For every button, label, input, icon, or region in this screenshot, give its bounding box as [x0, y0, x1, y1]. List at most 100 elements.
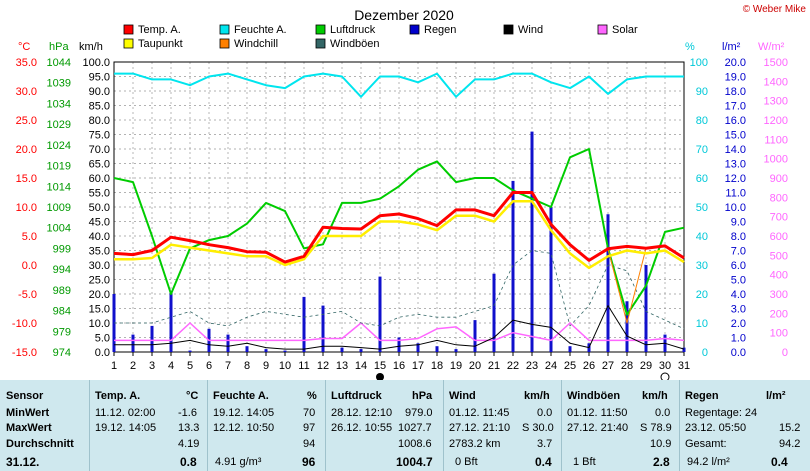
- rain-bar: [454, 349, 458, 352]
- wind-tick-label: 30.0: [89, 260, 110, 272]
- legend-label: Taupunkt: [138, 38, 183, 50]
- wind-tick-label: 0.0: [95, 347, 110, 359]
- legend-label: Solar: [612, 24, 638, 36]
- avg-boen-value: 10.9: [650, 438, 672, 450]
- summary-table: Sensor Temp. A. °C Feuchte A. % Luftdruc…: [0, 380, 810, 471]
- humidity-tick-label: 90: [696, 86, 708, 98]
- sensor-header: Sensor: [6, 390, 44, 402]
- wind-header: Wind: [449, 390, 476, 402]
- legend-swatch: [219, 24, 230, 35]
- x-tick-label: 24: [545, 360, 557, 372]
- x-tick-label: 12: [317, 360, 329, 372]
- solar-axis-unit: W/m²: [758, 41, 785, 53]
- humidity-tick-label: 100: [690, 57, 708, 69]
- x-tick-label: 18: [431, 360, 443, 372]
- rain-tick-label: 10.0: [725, 202, 746, 214]
- min-druck-value: 979.0: [405, 407, 433, 419]
- row-label-avg: Durchschnitt: [6, 438, 74, 450]
- wind-tick-label: 5.0: [95, 333, 110, 345]
- x-tick-label: 30: [659, 360, 671, 372]
- solar-tick-label: 700: [770, 212, 788, 224]
- pressure-axis-unit: hPa: [49, 41, 69, 53]
- wind-tick-label: 15.0: [89, 304, 110, 316]
- humidity-tick-label: 80: [696, 115, 708, 127]
- boen-header: Windböen: [567, 390, 621, 402]
- pressure-tick-label: 1019: [47, 161, 71, 173]
- wind-tick-label: 80.0: [89, 115, 110, 127]
- wind-tick-label: 55.0: [89, 188, 110, 200]
- solar-line: [114, 322, 685, 342]
- solar-tick-label: 0: [782, 347, 788, 359]
- pressure-tick-label: 1004: [47, 223, 71, 235]
- x-tick-label: 4: [168, 360, 174, 372]
- max-feuchte-value: 97: [303, 422, 316, 434]
- solar-tick-label: 900: [770, 173, 788, 185]
- temp-unit: °C: [186, 390, 199, 402]
- last-boen-bft: 1 Bft: [573, 456, 596, 468]
- temp-tick-label: 35.0: [16, 57, 37, 69]
- temp-header: Temp. A.: [95, 390, 141, 402]
- solar-tick-label: 200: [770, 308, 788, 320]
- rain-bar: [492, 273, 496, 352]
- last-feuchte-value: 96: [302, 455, 316, 469]
- rain-tick-label: 5.0: [731, 275, 746, 287]
- max-boen-value: S 78.9: [640, 422, 672, 434]
- wind-tick-label: 10.0: [89, 318, 110, 330]
- humidity-tick-label: 60: [696, 173, 708, 185]
- druck-unit: hPa: [412, 390, 433, 402]
- wind-tick-label: 100.0: [82, 57, 110, 69]
- x-tick-label: 6: [206, 360, 212, 372]
- x-tick-label: 27: [602, 360, 614, 372]
- x-tick-label: 5: [187, 360, 193, 372]
- rain-tick-label: 8.0: [731, 231, 746, 243]
- temp-tick-label: 5.0: [22, 231, 37, 243]
- legend-label: Windböen: [330, 38, 380, 50]
- solar-tick-label: 1500: [764, 57, 788, 69]
- rain-tick-label: 13.0: [725, 159, 746, 171]
- humidity-tick-label: 30: [696, 260, 708, 272]
- rain-bar: [150, 325, 154, 352]
- avg-feuchte-value: 94: [303, 438, 316, 450]
- pressure-tick-label: 1029: [47, 119, 71, 131]
- min-feuchte-value: 70: [303, 407, 316, 419]
- x-tick-label: 28: [621, 360, 633, 372]
- rain-bar: [302, 296, 306, 352]
- rain-tick-label: 12.0: [725, 173, 746, 185]
- temp-tick-label: 25.0: [16, 115, 37, 127]
- legend-label: Wind: [518, 24, 543, 36]
- legend-label: Windchill: [234, 38, 278, 50]
- max-wind-value: S 30.0: [522, 422, 554, 434]
- rain-tick-label: 2.0: [731, 318, 746, 330]
- x-tick-label: 22: [507, 360, 519, 372]
- solar-tick-label: 1000: [764, 154, 788, 166]
- last-regen-value: 0.4: [771, 455, 788, 469]
- solar-tick-label: 600: [770, 231, 788, 243]
- rain-tick-label: 14.0: [725, 144, 746, 156]
- solar-tick-label: 800: [770, 192, 788, 204]
- x-tick-label: 9: [263, 360, 269, 372]
- temp-tick-label: 10.0: [16, 202, 37, 214]
- x-tick-label: 3: [149, 360, 155, 372]
- rain-bar: [435, 346, 439, 352]
- temperature-line: [113, 191, 685, 264]
- pressure-tick-label: 1009: [47, 202, 71, 214]
- max-druck-value: 1027.7: [398, 422, 432, 434]
- x-tick-label: 21: [488, 360, 500, 372]
- rain-bar: [682, 347, 686, 352]
- x-tick-label: 25: [564, 360, 576, 372]
- humidity-tick-label: 40: [696, 231, 708, 243]
- pressure-tick-label: 1034: [47, 98, 71, 110]
- legend-label: Temp. A.: [138, 24, 181, 36]
- rain-bar: [188, 350, 192, 352]
- rain-bar: [511, 180, 515, 352]
- wind-tick-label: 45.0: [89, 217, 110, 229]
- last-druck-value: 1004.7: [396, 455, 433, 469]
- regen-unit: l/m²: [766, 390, 786, 402]
- legend-label: Feuchte A.: [234, 24, 287, 36]
- last-wind-value: 0.4: [535, 455, 552, 469]
- humidity-tick-label: 10: [696, 318, 708, 330]
- rain-bar: [169, 291, 173, 352]
- x-tick-label: 29: [640, 360, 652, 372]
- temp-tick-label: -15.0: [12, 347, 37, 359]
- temp-tick-label: 15.0: [16, 173, 37, 185]
